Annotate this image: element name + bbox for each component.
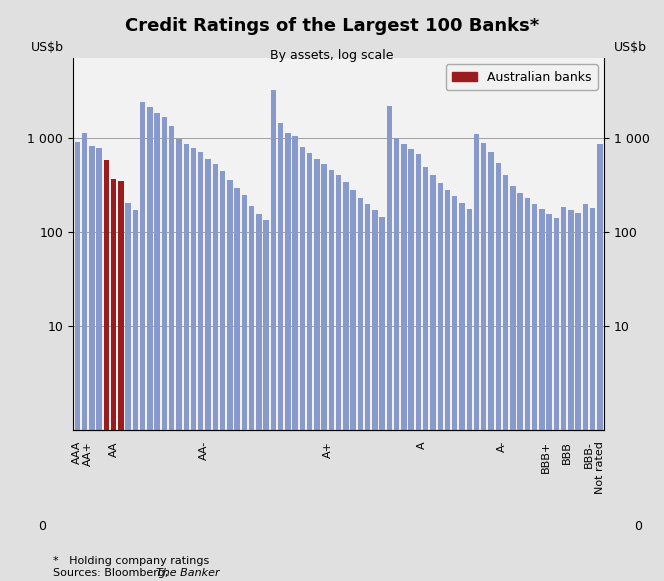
Text: AA: AA: [109, 441, 119, 457]
Bar: [278, 123, 284, 581]
Text: AA-: AA-: [199, 441, 209, 460]
Text: AA+: AA+: [83, 441, 93, 466]
Bar: [227, 180, 232, 581]
Bar: [111, 178, 116, 581]
Bar: [539, 209, 544, 581]
Bar: [459, 203, 465, 581]
Bar: [438, 183, 443, 581]
Bar: [198, 152, 203, 581]
Bar: [568, 210, 574, 581]
Bar: [264, 220, 269, 581]
Bar: [452, 196, 457, 581]
Bar: [561, 207, 566, 581]
Bar: [510, 186, 515, 581]
Bar: [191, 148, 197, 581]
Bar: [582, 204, 588, 581]
Bar: [386, 106, 392, 581]
Text: BBB+: BBB+: [540, 441, 550, 474]
Bar: [271, 90, 276, 581]
Bar: [96, 148, 102, 581]
Bar: [546, 214, 552, 581]
Bar: [183, 144, 189, 581]
Text: BBB-: BBB-: [584, 441, 594, 468]
Bar: [104, 160, 109, 581]
Text: A-: A-: [497, 441, 507, 453]
Text: *   Holding company ratings: * Holding company ratings: [53, 557, 209, 566]
Bar: [307, 153, 312, 581]
Bar: [234, 188, 240, 581]
Bar: [147, 107, 153, 581]
Bar: [212, 164, 218, 581]
Text: The Banker: The Banker: [156, 568, 220, 578]
Bar: [430, 175, 436, 581]
Bar: [358, 198, 363, 581]
Bar: [474, 134, 479, 581]
Bar: [532, 204, 537, 581]
Bar: [503, 175, 508, 581]
Bar: [299, 148, 305, 581]
Text: US$b: US$b: [614, 41, 647, 55]
Text: Credit Ratings of the Largest 100 Banks*: Credit Ratings of the Largest 100 Banks*: [125, 17, 539, 35]
Bar: [525, 198, 530, 581]
Bar: [365, 204, 371, 581]
Bar: [394, 138, 400, 581]
Bar: [445, 190, 450, 581]
Bar: [169, 125, 175, 581]
Bar: [82, 133, 88, 581]
Bar: [379, 217, 385, 581]
Text: US$b: US$b: [31, 41, 64, 55]
Text: By assets, log scale: By assets, log scale: [270, 49, 394, 62]
Bar: [343, 182, 349, 581]
Bar: [517, 193, 523, 581]
Bar: [89, 146, 95, 581]
Bar: [118, 181, 124, 581]
Bar: [249, 206, 254, 581]
Bar: [351, 190, 356, 581]
Bar: [242, 195, 247, 581]
Text: Not rated: Not rated: [595, 441, 605, 494]
Bar: [576, 213, 581, 581]
Bar: [74, 142, 80, 581]
Bar: [590, 208, 596, 581]
Bar: [373, 210, 378, 581]
Bar: [336, 175, 341, 581]
Bar: [495, 163, 501, 581]
Bar: [292, 136, 298, 581]
Bar: [597, 145, 603, 581]
Bar: [256, 214, 262, 581]
Text: AAA: AAA: [72, 441, 82, 464]
Legend: Australian banks: Australian banks: [446, 64, 598, 90]
Text: A+: A+: [323, 441, 333, 458]
Bar: [220, 171, 225, 581]
Bar: [467, 209, 472, 581]
Bar: [125, 203, 131, 581]
Text: A: A: [417, 441, 427, 449]
Bar: [416, 154, 421, 581]
Bar: [133, 210, 138, 581]
Bar: [408, 149, 414, 581]
Bar: [401, 144, 406, 581]
Text: 0: 0: [39, 520, 46, 533]
Bar: [140, 102, 145, 581]
Bar: [423, 167, 428, 581]
Bar: [554, 218, 559, 581]
Bar: [329, 170, 334, 581]
Bar: [176, 139, 182, 581]
Bar: [481, 143, 487, 581]
Bar: [488, 152, 494, 581]
Bar: [162, 117, 167, 581]
Text: BBB: BBB: [562, 441, 572, 464]
Bar: [314, 159, 319, 581]
Text: 0: 0: [634, 520, 642, 533]
Bar: [285, 133, 291, 581]
Text: Sources: Bloomberg;: Sources: Bloomberg;: [53, 568, 172, 578]
Bar: [321, 164, 327, 581]
Bar: [205, 159, 210, 581]
Bar: [155, 113, 160, 581]
